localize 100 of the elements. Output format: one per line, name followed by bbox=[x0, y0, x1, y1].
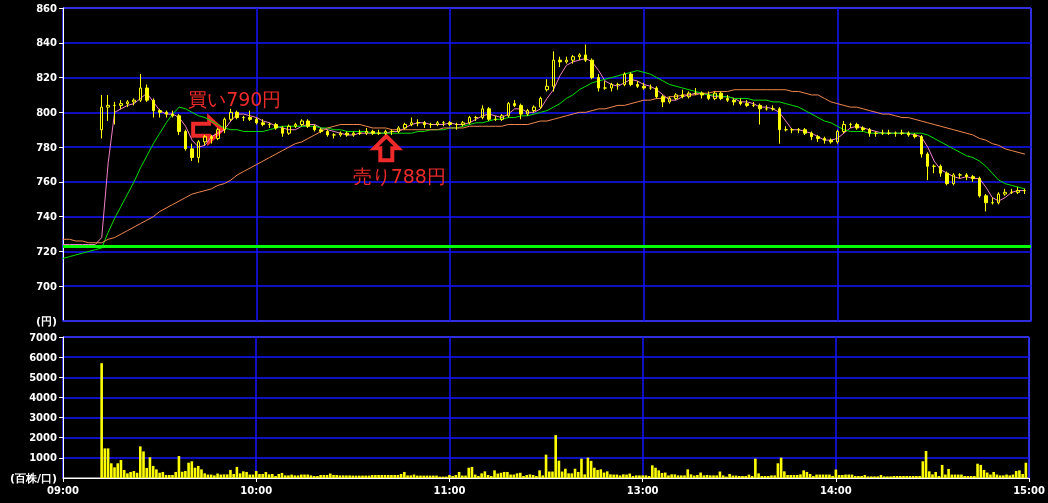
candlestick bbox=[590, 57, 594, 80]
candlestick bbox=[707, 90, 710, 101]
bar bbox=[435, 475, 438, 478]
candlestick bbox=[1016, 186, 1020, 195]
x-tick-label: 15:00 bbox=[1013, 484, 1046, 496]
candlestick bbox=[681, 89, 684, 99]
bar bbox=[300, 474, 303, 478]
y-axis-title: (百株/口) bbox=[9, 471, 57, 485]
candlestick bbox=[926, 151, 929, 181]
bar bbox=[654, 467, 657, 478]
candlestick bbox=[810, 130, 813, 141]
bar bbox=[799, 474, 802, 478]
candlestick bbox=[532, 104, 536, 113]
bar bbox=[976, 463, 979, 478]
y-tick-label: 7000 bbox=[29, 331, 58, 343]
bar bbox=[902, 475, 905, 478]
bar bbox=[345, 475, 348, 478]
bar bbox=[857, 475, 860, 478]
bar bbox=[670, 474, 673, 478]
bar bbox=[770, 475, 773, 478]
candlestick bbox=[565, 56, 568, 65]
candlestick bbox=[836, 129, 839, 145]
candlestick bbox=[920, 134, 923, 159]
candlestick bbox=[971, 174, 975, 183]
x-tick-label: 09:00 bbox=[47, 484, 79, 496]
bar bbox=[828, 474, 831, 478]
bar bbox=[319, 474, 322, 478]
bar bbox=[113, 467, 116, 478]
candlestick bbox=[868, 127, 871, 138]
bar bbox=[712, 475, 715, 478]
bar bbox=[477, 475, 480, 478]
bar bbox=[451, 475, 454, 478]
bar bbox=[815, 474, 818, 478]
candlestick bbox=[623, 71, 626, 87]
y-tick-label: 820 bbox=[36, 72, 58, 84]
bar bbox=[361, 475, 364, 478]
candlestick bbox=[539, 96, 542, 110]
bar bbox=[1002, 475, 1005, 478]
candlestick bbox=[823, 136, 826, 145]
bar bbox=[812, 475, 815, 478]
candlestick bbox=[661, 94, 665, 108]
bar bbox=[393, 474, 396, 478]
candlestick bbox=[526, 108, 529, 117]
candlestick bbox=[778, 106, 781, 145]
bar bbox=[686, 469, 690, 478]
x-tick-label: 13:00 bbox=[626, 484, 659, 496]
bar bbox=[699, 472, 702, 478]
candlestick bbox=[978, 176, 981, 199]
bar bbox=[992, 471, 995, 478]
bar bbox=[245, 471, 248, 478]
bar bbox=[254, 470, 258, 478]
bar bbox=[522, 475, 525, 478]
y-tick-label: 840 bbox=[36, 37, 58, 49]
bar bbox=[641, 475, 644, 478]
candlestick bbox=[642, 82, 646, 91]
candlestick bbox=[758, 103, 762, 126]
bar bbox=[448, 474, 451, 478]
bar bbox=[461, 475, 464, 478]
bar bbox=[348, 475, 351, 478]
candlestick bbox=[655, 85, 658, 99]
bar bbox=[554, 435, 557, 478]
bar bbox=[744, 475, 747, 478]
candlestick bbox=[803, 127, 807, 136]
bar bbox=[979, 464, 983, 478]
candlestick bbox=[816, 134, 820, 143]
x-tick-label: 14:00 bbox=[819, 484, 852, 496]
candlestick bbox=[500, 113, 504, 122]
bar bbox=[934, 471, 937, 478]
bar bbox=[216, 473, 219, 478]
candlestick bbox=[713, 90, 717, 101]
candlestick bbox=[732, 97, 736, 106]
candlestick bbox=[771, 104, 775, 112]
bar bbox=[242, 471, 245, 478]
candlestick bbox=[745, 99, 749, 108]
bar bbox=[100, 363, 103, 478]
candlestick bbox=[584, 44, 587, 63]
candlestick bbox=[519, 103, 523, 120]
bar bbox=[290, 474, 293, 478]
candlestick bbox=[578, 52, 581, 61]
bar bbox=[567, 473, 570, 478]
bar bbox=[538, 470, 541, 478]
y-tick-label: 3000 bbox=[29, 412, 58, 424]
y-tick-label: 1000 bbox=[29, 452, 58, 464]
candlestick bbox=[487, 106, 491, 122]
bar bbox=[271, 473, 274, 478]
bar bbox=[844, 474, 847, 478]
bar bbox=[274, 475, 277, 478]
bar bbox=[377, 474, 380, 478]
candlestick bbox=[700, 90, 704, 99]
bar bbox=[860, 475, 863, 478]
candlestick bbox=[984, 193, 988, 212]
candlestick bbox=[448, 120, 452, 127]
candlestick bbox=[610, 82, 613, 92]
bar bbox=[422, 475, 425, 478]
bar bbox=[332, 474, 335, 478]
candlestick bbox=[939, 164, 942, 178]
bar bbox=[432, 475, 435, 478]
bar bbox=[158, 472, 161, 478]
bar bbox=[155, 469, 158, 478]
bar bbox=[696, 474, 699, 478]
